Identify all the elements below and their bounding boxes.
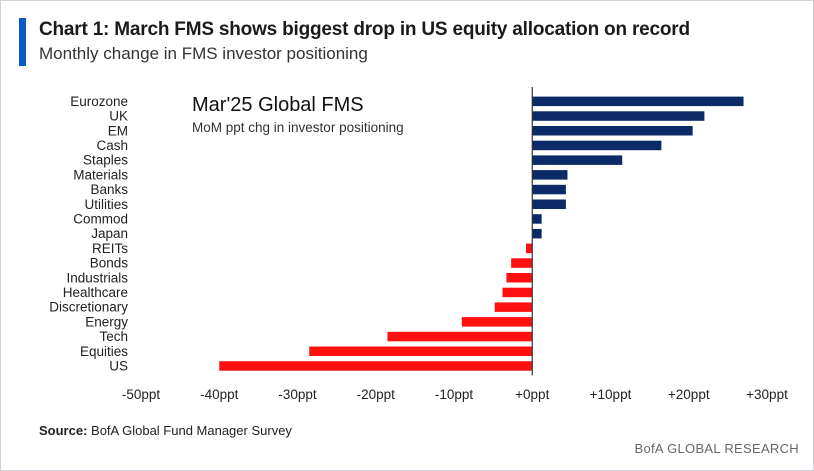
bar-materials [532,170,568,180]
source-text: BofA Global Fund Manager Survey [91,423,292,438]
bar-energy [461,317,533,327]
bar-equities [309,346,533,356]
category-label-industrials: Industrials [66,270,128,285]
bar-discretionary [494,302,533,312]
bar-reits [525,243,533,254]
bar-utilities [532,199,566,209]
x-tick-label: -10ppt [435,387,474,402]
bars-group [219,96,744,371]
category-label-eurozone: Eurozone [70,94,128,109]
category-label-japan: Japan [91,226,128,241]
bar-bonds [511,258,533,268]
category-label-materials: Materials [73,167,128,182]
category-label-commod: Commod [73,211,128,226]
category-label-cash: Cash [96,138,128,153]
bar-staples [532,155,623,165]
category-label-energy: Energy [85,314,128,329]
bar-japan [532,228,542,239]
bar-banks [532,184,566,195]
x-tick-label: +0ppt [515,387,549,402]
category-label-em: EM [108,123,128,138]
source-label: Source: [39,423,88,438]
category-label-healthcare: Healthcare [63,285,128,300]
bar-uk [532,111,705,121]
category-label-discretionary: Discretionary [49,300,128,315]
bar-commod [532,214,542,224]
bar-cash [532,140,662,151]
brand-logo-text: BofA GLOBAL RESEARCH [634,441,799,456]
chart-subtitle: Monthly change in FMS investor positioni… [39,44,368,63]
chart-title: Chart 1: March FMS shows biggest drop in… [39,19,690,40]
bar-em [532,126,693,136]
x-tick-label: +30ppt [746,387,788,402]
category-label-tech: Tech [99,329,128,344]
category-labels-group: EurozoneUKEMCashStaplesMaterialsBanksUti… [49,94,128,374]
x-tick-label: +20ppt [668,387,710,402]
category-label-utilities: Utilities [84,197,128,212]
x-tick-label: -40ppt [200,387,239,402]
category-label-banks: Banks [90,182,128,197]
x-tick-label: -50ppt [122,387,161,402]
category-label-reits: REITs [92,241,128,256]
title-accent-bar [19,18,26,66]
x-tick-label: +10ppt [590,387,632,402]
category-label-staples: Staples [83,153,128,168]
tick-labels-group: -50ppt -40ppt -30ppt -20ppt -10ppt +0ppt +10pp… [122,387,788,402]
inset-title: Mar'25 Global FMS [192,94,364,116]
category-label-uk: UK [109,109,128,124]
bar-healthcare [502,287,533,298]
category-label-us: US [109,358,128,373]
x-tick-label: -30ppt [278,387,317,402]
source-note: Source: BofA Global Fund Manager Survey [39,423,292,438]
bar-us [219,361,533,371]
bar-tech [387,331,533,342]
bar-industrials [506,273,533,283]
bar-eurozone [532,96,744,107]
x-tick-label: -20ppt [357,387,396,402]
category-label-bonds: Bonds [90,256,129,271]
category-label-equities: Equities [80,344,128,359]
inset-subtitle: MoM ppt chg in investor positioning [192,120,404,135]
bar-chart: EurozoneUKEMCashStaplesMaterialsBanksUti… [49,87,788,402]
